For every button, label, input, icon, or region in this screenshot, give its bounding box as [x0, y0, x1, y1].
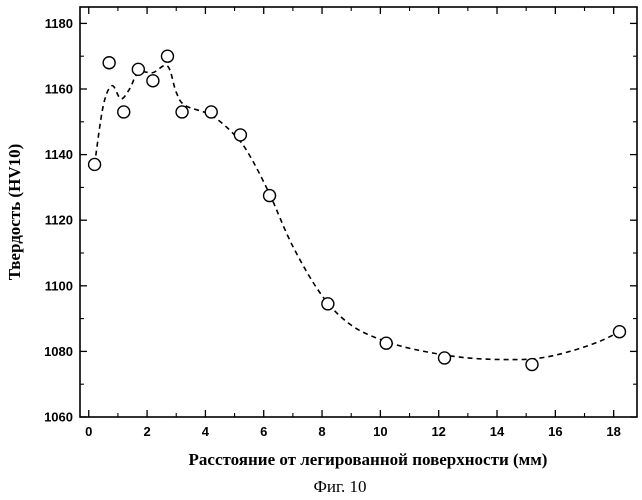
y-tick-label: 1060 — [44, 410, 73, 425]
data-point — [204, 105, 218, 119]
plot-frame — [79, 6, 638, 418]
data-point — [437, 351, 452, 365]
data-point — [102, 56, 116, 70]
x-tick-label: 12 — [431, 424, 445, 439]
data-point — [117, 105, 131, 119]
data-point — [233, 128, 248, 142]
y-tick-label: 1120 — [45, 213, 73, 228]
data-points — [87, 49, 627, 372]
y-tick-label: 1180 — [45, 16, 73, 31]
data-point — [146, 74, 160, 88]
x-tick-label: 18 — [606, 424, 620, 439]
x-tick-label: 14 — [490, 424, 505, 439]
y-axis-title: Твердость (HV10) — [5, 144, 24, 281]
data-point — [321, 297, 335, 311]
x-axis-ticks: 0 2 4 6 8 10 12 14 16 18 — [85, 7, 621, 439]
x-tick-label: 0 — [85, 424, 92, 439]
y-axis-ticks: 1060 1080 1100 1120 1140 1160 1180 — [44, 16, 637, 425]
x-tick-label: 6 — [260, 424, 267, 439]
y-tick-label: 1080 — [44, 344, 73, 359]
x-tick-label: 16 — [548, 424, 562, 439]
x-tick-label: 4 — [202, 424, 210, 439]
x-tick-label: 10 — [373, 424, 387, 439]
data-point — [175, 105, 189, 119]
x-tick-label: 2 — [143, 424, 150, 439]
figure-caption: Фиг. 10 — [313, 477, 366, 496]
data-point — [525, 357, 539, 372]
data-point — [379, 336, 393, 350]
data-point — [87, 157, 102, 172]
y-tick-label: 1160 — [45, 82, 73, 97]
y-tick-label: 1100 — [45, 278, 73, 293]
data-point — [612, 325, 627, 339]
data-point — [262, 188, 277, 203]
y-tick-label: 1140 — [45, 147, 73, 162]
x-tick-label: 8 — [318, 424, 325, 439]
fit-curve — [93, 64, 620, 361]
x-axis-title: Расстояние от легированной поверхности (… — [189, 450, 548, 469]
data-point — [160, 49, 175, 63]
data-point — [131, 62, 146, 77]
